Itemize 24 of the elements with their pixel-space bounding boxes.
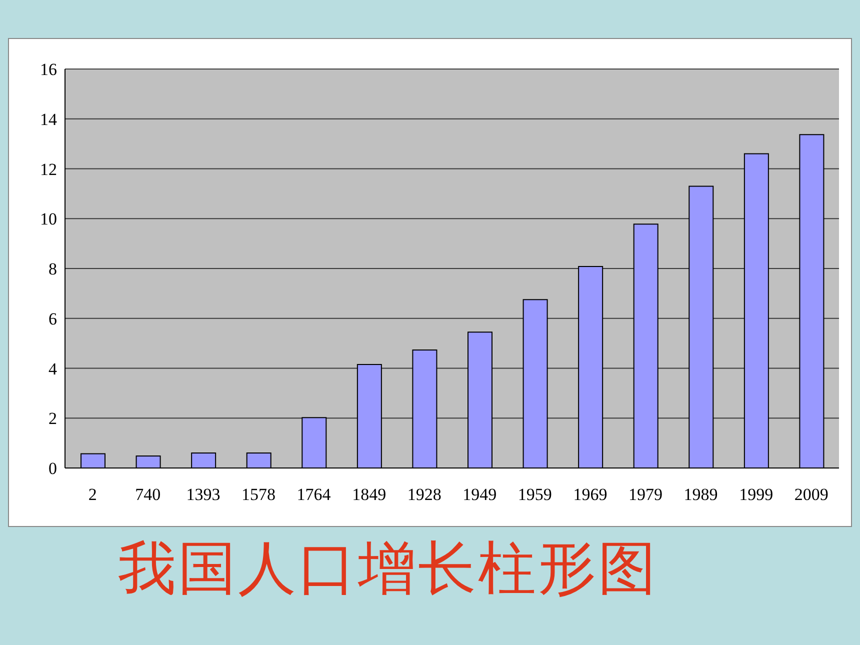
y-tick-label: 8 bbox=[48, 260, 57, 279]
y-tick-label: 6 bbox=[48, 309, 57, 328]
y-tick-label: 0 bbox=[48, 459, 57, 478]
x-tick-label: 1764 bbox=[296, 485, 332, 504]
y-tick-label: 14 bbox=[40, 110, 58, 129]
x-tick-label: 1393 bbox=[186, 485, 220, 504]
x-tick-label: 1969 bbox=[573, 485, 608, 504]
text: 我国人口增长柱形图 bbox=[118, 533, 658, 604]
x-tick-label: 1959 bbox=[518, 485, 552, 504]
x-tick-label: 1989 bbox=[684, 485, 718, 504]
y-tick-label: 2 bbox=[48, 409, 57, 428]
x-tick-label: 1999 bbox=[739, 485, 774, 504]
x-tick-label: 1849 bbox=[352, 485, 386, 504]
y-tick-label: 12 bbox=[40, 160, 57, 179]
y-tick-label: 16 bbox=[40, 60, 57, 80]
x-tick-label: 740 bbox=[135, 485, 161, 504]
y-tick-label: 4 bbox=[48, 359, 58, 378]
x-tick-label: 1979 bbox=[628, 485, 662, 504]
x-tick-label: 2009 bbox=[794, 485, 828, 504]
x-tick-label: 1949 bbox=[462, 485, 497, 504]
x-tick-label: 1928 bbox=[407, 485, 442, 504]
y-tick-label: 10 bbox=[40, 210, 57, 229]
x-tick-label: 1578 bbox=[242, 485, 276, 504]
x-tick-label: 2 bbox=[88, 485, 97, 504]
